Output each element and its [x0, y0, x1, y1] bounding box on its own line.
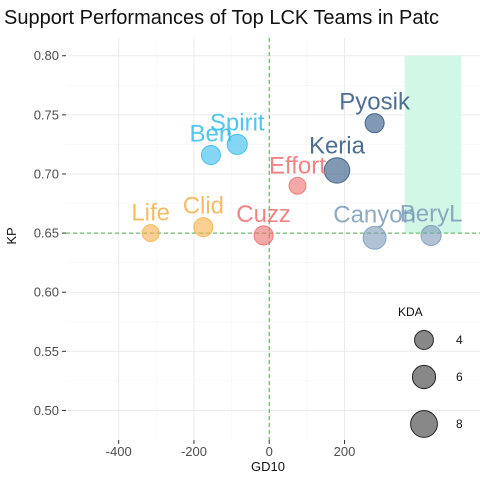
- point-label: Life: [131, 200, 170, 227]
- data-point: [253, 225, 274, 246]
- point-label: Clid: [183, 193, 224, 220]
- plot-area: -400 -200 0 200 0.50 0.55 0.60 0.65 0.70 0.75 0.80…: [34, 38, 480, 459]
- y-tick-label: 0.75: [34, 107, 59, 122]
- point-label: Cuzz: [236, 201, 291, 228]
- legend: KDA 4 6 8: [398, 305, 463, 438]
- x-axis-title: GD10: [251, 459, 285, 474]
- point-label: Canyon: [333, 201, 416, 228]
- data-point: [141, 224, 160, 243]
- y-axis-title: KP: [4, 227, 19, 244]
- y-tick-label: 0.60: [34, 285, 59, 300]
- x-tick-label: 0: [266, 444, 273, 459]
- point-label: Spirit: [210, 109, 265, 136]
- legend-symbol: [414, 330, 434, 350]
- legend-label: 4: [456, 333, 463, 347]
- x-tick-label: -400: [106, 444, 132, 459]
- chart-title: Support Performances of Top LCK Teams in…: [4, 7, 439, 29]
- legend-label: 6: [456, 370, 463, 384]
- point-label: BeryL: [400, 200, 463, 227]
- data-point: [362, 225, 387, 250]
- x-tick-label: 200: [334, 444, 356, 459]
- y-tick-label: 0.70: [34, 166, 59, 181]
- data-point: [323, 157, 351, 184]
- data-point: [200, 145, 221, 166]
- legend-label: 8: [456, 417, 463, 431]
- point-label: Ben: [190, 121, 233, 148]
- y-tick-label: 0.65: [34, 226, 59, 241]
- point-label: Effort: [269, 152, 326, 179]
- y-tick-label: 0.80: [34, 48, 59, 63]
- legend-symbol: [410, 410, 438, 438]
- highlight-region: [404, 55, 462, 234]
- legend-symbol: [411, 364, 437, 390]
- y-tick-label: 0.50: [34, 403, 59, 418]
- data-point: [420, 224, 442, 247]
- x-tick-label: -200: [181, 444, 207, 459]
- data-point: [364, 113, 385, 134]
- y-tick-label: 0.55: [34, 344, 59, 359]
- data-point: [226, 133, 248, 155]
- point-label: Pyosik: [339, 89, 411, 116]
- data-point: [288, 176, 307, 195]
- legend-title: KDA: [398, 305, 423, 319]
- point-label: Keria: [309, 133, 366, 160]
- data-point: [193, 217, 214, 238]
